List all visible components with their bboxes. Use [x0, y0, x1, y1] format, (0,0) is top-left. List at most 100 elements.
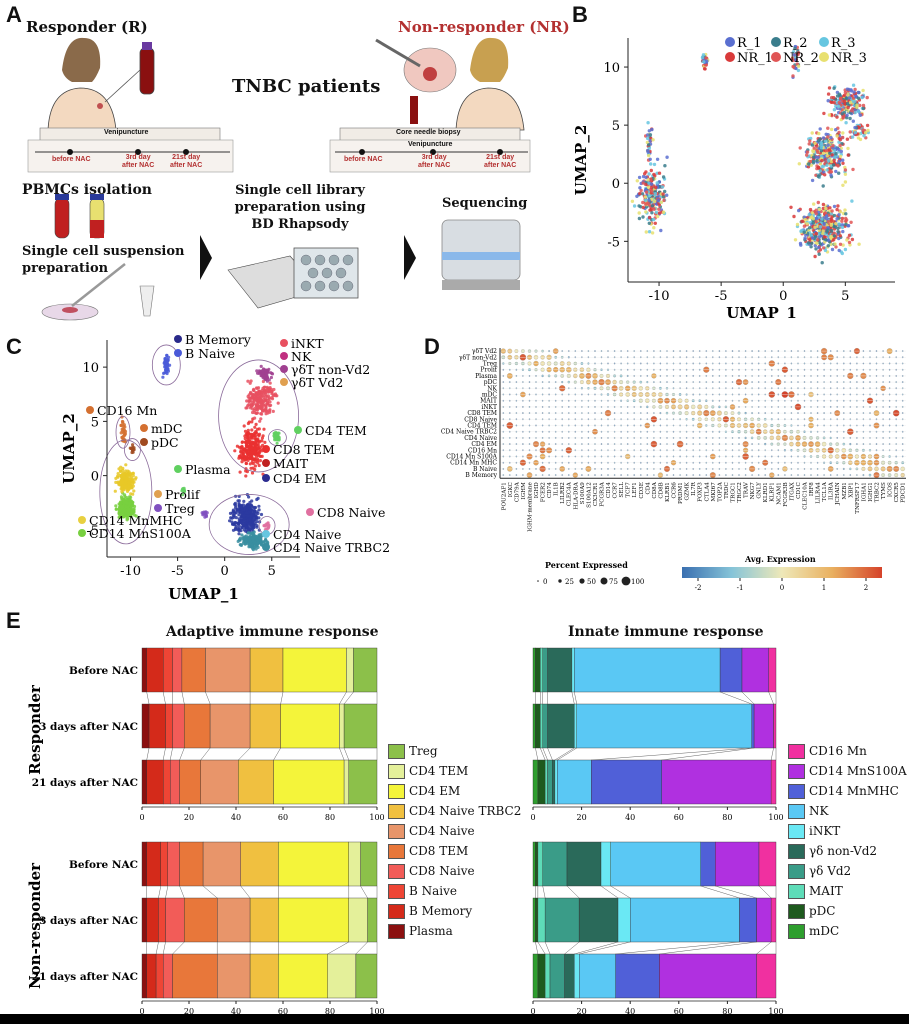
dotplot-gene-label: TCL1A — [822, 481, 828, 501]
umap-b-point — [799, 229, 803, 233]
innate-bar-segment — [773, 703, 777, 749]
adaptive-connector — [273, 747, 281, 761]
innate-connector — [768, 691, 774, 705]
umap-b-point — [643, 195, 648, 199]
umap-b-point — [841, 158, 845, 162]
umap-c-point — [276, 434, 280, 438]
umap-b-point — [807, 162, 811, 166]
umap-b-point — [834, 128, 838, 132]
umap-c-point — [123, 425, 127, 429]
tl-nr-3rd-a: 3rd day — [421, 154, 447, 161]
umap-c-point — [117, 512, 121, 516]
umap-b-point — [654, 210, 659, 215]
umap-b-point — [829, 228, 834, 233]
legend-dot-r_3 — [819, 37, 829, 47]
tl-r-3rd: 3rd day after NAC — [122, 154, 154, 170]
innate-bar-segment — [579, 897, 619, 943]
umap-c-point — [255, 411, 259, 415]
size-legend-tick: 75 — [609, 578, 618, 586]
umap-c-point — [247, 444, 251, 448]
umap-c-label-dot — [140, 424, 148, 432]
umap-b-point — [791, 74, 795, 78]
adaptive-xtick-label: 0 — [139, 1007, 144, 1014]
umap-c-point — [122, 515, 126, 519]
adaptive-xtick-label: 20 — [184, 813, 194, 822]
umap-b-point — [861, 103, 866, 108]
innate-bar-segment — [770, 759, 777, 805]
umap-b-point — [807, 142, 811, 146]
innate-bar-segment — [532, 759, 539, 805]
umap-b-point — [661, 192, 665, 196]
umap-c-point — [233, 449, 237, 453]
umap-b-xlabel: UMAP_1 — [726, 304, 797, 320]
umap-c-point — [244, 534, 248, 538]
umap-c-point — [128, 477, 132, 481]
umap-b-point — [647, 143, 651, 147]
adaptive-bar-segment — [165, 703, 173, 749]
umap-c-point — [267, 409, 271, 413]
umap-b-point — [654, 185, 658, 190]
umap-b-point — [828, 206, 832, 210]
umap-b-point — [821, 202, 826, 207]
umap-c-cluster-outline — [99, 439, 153, 545]
innate-bar-segment — [574, 647, 721, 693]
umap-b-point — [837, 159, 842, 163]
tl-nr-3rd-b: after NAC — [418, 162, 451, 169]
umap-c-point — [119, 465, 123, 469]
innate-legend: CD16 Mn CD14 MnS100A CD14 MnMHC NK iNKT γδ no… — [788, 741, 907, 941]
umap-b-point — [814, 231, 819, 236]
color-legend-tick: 1 — [822, 584, 826, 592]
umap-c-point — [114, 480, 118, 484]
umap-c-point — [253, 435, 257, 440]
umap-b-point — [845, 238, 849, 242]
umap-c-point — [249, 399, 253, 403]
umap-b-point — [816, 139, 821, 143]
umap-c-label-dot — [280, 339, 288, 347]
umap-b-point — [865, 123, 870, 128]
adaptive-bar-segment — [162, 647, 173, 693]
innate-connector — [600, 885, 619, 899]
umap-b-point — [810, 131, 814, 135]
innate-xtick-label: 0 — [530, 1007, 535, 1014]
umap-c-xtick-label: -5 — [171, 564, 184, 579]
umap-c-point — [238, 536, 242, 540]
umap-c-point — [270, 371, 274, 375]
umap-b-point — [853, 100, 857, 104]
umap-b-point — [646, 178, 650, 182]
innate-connector — [574, 691, 577, 705]
umap-b-point — [811, 217, 815, 221]
umap-b-point — [652, 162, 657, 167]
umap-b-point — [856, 136, 861, 140]
adaptive-bar-segment — [240, 841, 279, 887]
umap-b-point — [819, 149, 824, 153]
adaptive-bar-segment — [249, 703, 281, 749]
dotplot-gene-label: SELL — [619, 482, 625, 498]
umap-c-point — [243, 447, 247, 451]
umap-b-point — [826, 228, 830, 232]
umap-b-point — [818, 162, 823, 166]
sequencer-icon — [441, 219, 521, 290]
legend-swatch — [788, 783, 805, 799]
umap-c-label-plasma: Plasma — [185, 462, 231, 477]
umap-b-point — [808, 139, 812, 143]
adaptive-bar-segment — [141, 897, 147, 943]
innate-title: Innate immune response — [568, 624, 764, 640]
adaptive-bar-segment — [348, 759, 378, 805]
umap-c-point — [129, 492, 133, 496]
umap-c-point — [247, 393, 251, 397]
umap-c-label-mdc: mDC — [151, 421, 182, 436]
innate-bar-segment — [576, 703, 752, 749]
legend-dot-r_2 — [771, 37, 781, 47]
umap-b-point — [843, 208, 847, 212]
umap-c-point — [119, 480, 123, 484]
innate-bar-segment — [741, 647, 769, 693]
legend-swatch — [788, 863, 805, 879]
legend-label: B Naive — [409, 884, 458, 898]
umap-b-point — [816, 174, 820, 179]
umap-c-point — [251, 531, 255, 535]
adaptive-xtick-label: 100 — [369, 813, 384, 822]
umap-c-xlabel: UMAP_1 — [168, 585, 239, 603]
umap-c-point — [166, 367, 170, 371]
adaptive-bar-segment — [167, 841, 180, 887]
color-legend-title: Avg. Expression — [744, 554, 816, 564]
